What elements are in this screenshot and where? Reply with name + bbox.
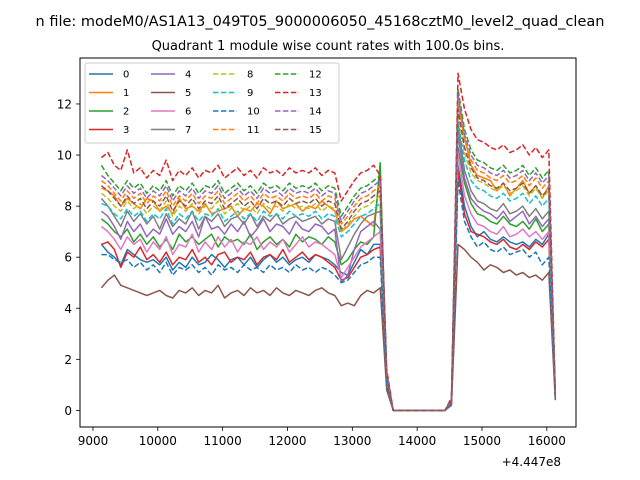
legend-label: 12	[309, 70, 322, 81]
series-lines	[100, 72, 557, 412]
legend-item-8: 8	[213, 70, 253, 81]
legend-label: 8	[247, 70, 253, 81]
series-line-7	[100, 123, 557, 412]
y-tick-label: 0	[64, 404, 72, 418]
x-tick-label: 10000	[139, 434, 177, 448]
legend-item-11: 11	[213, 125, 260, 136]
legend-label: 9	[247, 88, 253, 99]
legend-item-7: 7	[151, 125, 191, 136]
legend-item-3: 3	[89, 125, 129, 136]
legend-item-0: 0	[89, 70, 129, 81]
figure-suptitle: n file: modeM0/AS1A13_049T05_9000006050_…	[36, 14, 605, 30]
legend-label: 13	[309, 88, 322, 99]
legend-label: 11	[247, 125, 260, 136]
legend-label: 1	[123, 88, 129, 99]
legend-item-4: 4	[151, 70, 191, 81]
axis-ticks: 9000 10000 11000 12000 13000 14000 15000 16000 0…	[57, 97, 566, 448]
legend-item-13: 13	[275, 88, 322, 99]
legend-label: 15	[309, 125, 322, 136]
series-line-3	[101, 169, 557, 412]
x-tick-label: 15000	[463, 434, 501, 448]
series-line-6	[100, 151, 557, 412]
series-line-9	[101, 121, 557, 412]
legend-item-15: 15	[275, 125, 322, 136]
legend-label: 5	[185, 88, 191, 99]
x-tick-label: 14000	[398, 434, 436, 448]
y-tick-label: 2	[64, 353, 72, 367]
legend-item-12: 12	[275, 70, 322, 81]
legend-label: 7	[185, 125, 191, 136]
series-line-11	[100, 98, 557, 412]
x-tick-label: 11000	[204, 434, 242, 448]
legend-label: 2	[123, 107, 129, 118]
y-tick-label: 12	[57, 97, 72, 111]
legend-item-14: 14	[275, 107, 322, 118]
x-tick-label: 12000	[268, 434, 306, 448]
series-line-14	[100, 93, 557, 412]
series-line-13	[100, 72, 557, 412]
series-line-15	[100, 108, 557, 412]
x-offset-label: +4.447e8	[502, 455, 561, 469]
series-line-2	[100, 146, 557, 412]
legend-item-5: 5	[151, 88, 191, 99]
series-line-10	[101, 179, 557, 412]
y-tick-label: 10	[57, 149, 72, 163]
legend-box	[84, 62, 340, 144]
legend-item-2: 2	[89, 107, 129, 118]
series-line-4	[100, 133, 557, 412]
x-tick-label: 13000	[333, 434, 371, 448]
y-tick-label: 6	[64, 251, 72, 265]
y-tick-label: 8	[64, 200, 72, 214]
legend-label: 3	[123, 125, 129, 136]
legend-label: 14	[309, 107, 322, 118]
legend-label: 6	[185, 107, 191, 118]
legend-item-9: 9	[213, 88, 253, 99]
legend-item-1: 1	[89, 88, 129, 99]
x-tick-label: 9000	[78, 434, 109, 448]
chart-title: Quadrant 1 module wise count rates with …	[152, 39, 505, 54]
legend-label: 0	[123, 70, 129, 81]
legend-item-10: 10	[213, 107, 260, 118]
axes-frame	[79, 57, 577, 428]
series-line-8	[100, 113, 557, 412]
y-tick-label: 4	[64, 302, 72, 316]
legend-label: 10	[247, 107, 260, 118]
legend-item-6: 6	[151, 107, 191, 118]
series-line-5	[100, 243, 557, 412]
series-line-12	[100, 87, 557, 412]
plot-area	[100, 72, 557, 412]
x-tick-label: 16000	[528, 434, 566, 448]
legend-label: 4	[185, 70, 191, 81]
